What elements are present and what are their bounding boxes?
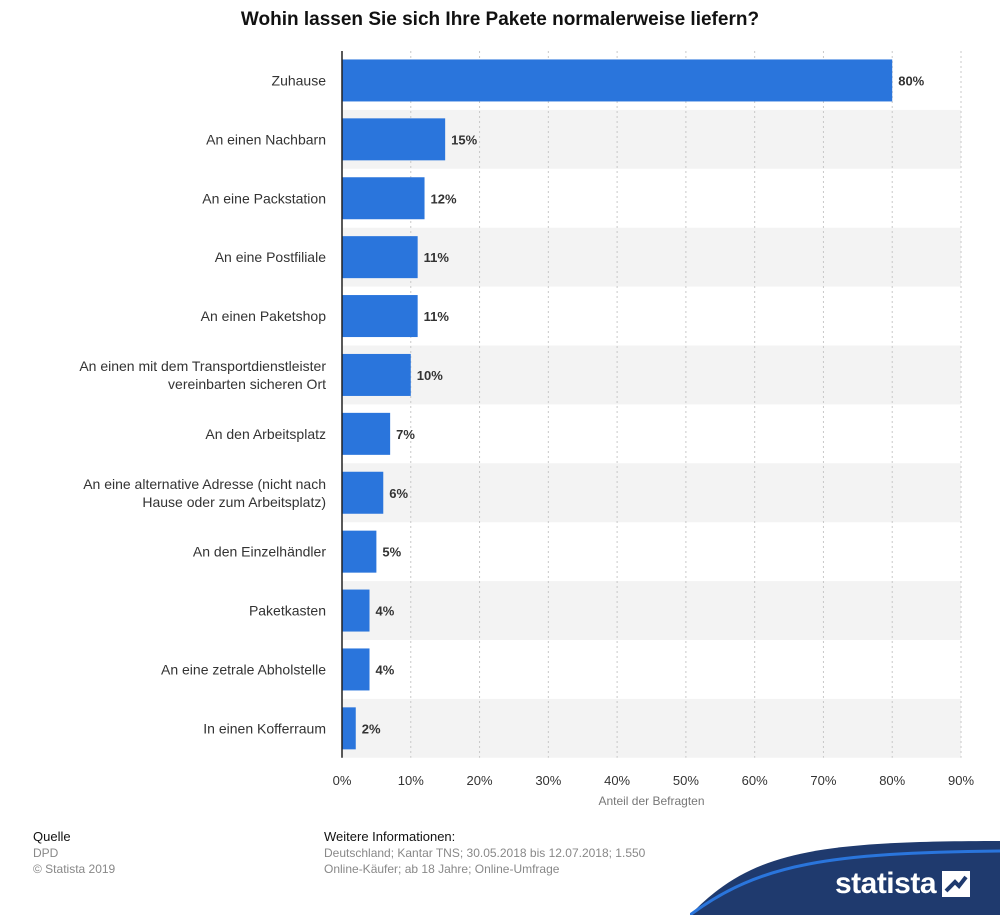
bar	[342, 412, 391, 455]
category-label: An eine zetrale Abholstelle	[161, 661, 326, 677]
x-tick-label: 80%	[879, 773, 905, 788]
logo-text: statista	[834, 867, 937, 900]
row-band	[342, 345, 961, 405]
bar-chart: 80% Zuhause 15% An einen Nachbarn 12% An eine…	[79, 51, 974, 808]
x-tick-label: 50%	[673, 773, 699, 788]
x-tick-label: 70%	[810, 773, 836, 788]
category-label: vereinbarten sicheren Ort	[168, 376, 326, 392]
bar	[342, 471, 384, 514]
category-label: An den Einzelhändler	[193, 544, 326, 560]
value-label: 15%	[451, 132, 477, 147]
value-label: 11%	[424, 250, 450, 265]
row-band	[342, 581, 961, 640]
row-band	[342, 227, 961, 287]
category-label: An einen Paketshop	[201, 308, 327, 324]
value-label: 11%	[424, 309, 450, 324]
x-tick-label: 60%	[742, 773, 768, 788]
bar	[342, 707, 356, 750]
bar	[342, 236, 418, 279]
bar	[342, 648, 370, 691]
value-label: 12%	[431, 191, 457, 206]
x-tick-label: 90%	[948, 773, 974, 788]
statista-logo-icon	[942, 871, 970, 897]
footer-banner	[690, 841, 1000, 915]
bar	[342, 177, 425, 220]
bar	[342, 589, 370, 632]
value-label: 7%	[396, 427, 415, 442]
x-axis-label: Anteil der Befragten	[598, 794, 704, 808]
x-tick-label: 0%	[333, 773, 352, 788]
bar	[342, 295, 418, 338]
category-label: Paketkasten	[249, 603, 326, 619]
category-label: Hause oder zum Arbeitsplatz)	[142, 494, 326, 510]
category-label: An einen mit dem Transportdienstleister	[79, 358, 326, 374]
bar	[342, 530, 377, 573]
statista-logo[interactable]: statista	[835, 867, 970, 901]
category-label: An den Arbeitsplatz	[205, 426, 326, 442]
value-label: 10%	[417, 368, 443, 383]
info-line: Online-Käufer; ab 18 Jahre; Online-Umfra…	[324, 862, 560, 876]
value-label: 80%	[898, 73, 924, 88]
value-label: 6%	[389, 486, 408, 501]
source-heading: Quelle	[33, 829, 71, 844]
bar	[342, 59, 893, 102]
category-label: An eine Postfiliale	[215, 249, 327, 265]
row-band	[342, 463, 961, 523]
info-heading: Weitere Informationen:	[324, 829, 456, 844]
category-label: An einen Nachbarn	[206, 131, 326, 147]
x-tick-label: 10%	[398, 773, 424, 788]
info-line: Deutschland; Kantar TNS; 30.05.2018 bis …	[324, 846, 646, 860]
row-band	[342, 698, 961, 758]
category-label: In einen Kofferraum	[203, 720, 326, 736]
bar	[342, 118, 446, 161]
source-block: Quelle DPD © Statista 2019	[33, 829, 115, 877]
value-label: 4%	[376, 662, 395, 677]
x-tick-label: 30%	[535, 773, 561, 788]
category-label: An eine alternative Adresse (nicht nach	[83, 476, 326, 492]
category-label: Zuhause	[272, 72, 327, 88]
copyright-line: © Statista 2019	[33, 862, 116, 876]
source-line: DPD	[33, 846, 59, 860]
info-block: Weitere Informationen: Deutschland; Kant…	[324, 829, 645, 877]
value-label: 2%	[362, 721, 381, 736]
value-label: 4%	[376, 604, 395, 619]
x-tick-label: 20%	[467, 773, 493, 788]
category-label: An eine Packstation	[202, 190, 326, 206]
x-tick-label: 40%	[604, 773, 630, 788]
chart-title: Wohin lassen Sie sich Ihre Pakete normal…	[240, 9, 760, 30]
value-label: 5%	[382, 545, 401, 560]
bar	[342, 353, 411, 396]
